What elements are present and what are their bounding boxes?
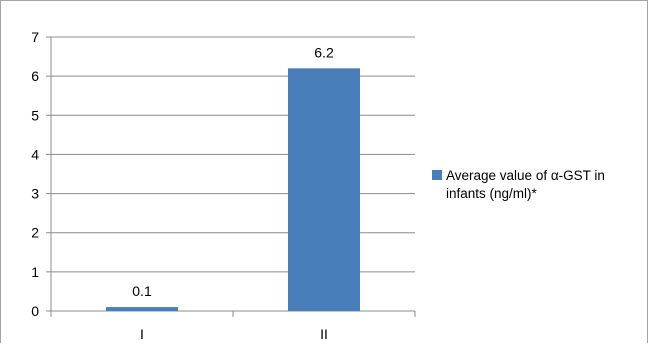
y-tick-label-7: 7 (31, 29, 39, 45)
data-label-I: 0.1 (132, 283, 152, 299)
labels: I 0.1 II 6.2 (132, 44, 334, 342)
legend-label-line-1: Average value of α-GST in (446, 168, 605, 183)
y-tick-label-5: 5 (31, 107, 39, 123)
y-tick-label-4: 4 (31, 146, 39, 162)
y-tick-label-0: 0 (31, 303, 39, 319)
gridlines (51, 36, 415, 273)
x-tick-label-II: II (320, 326, 328, 342)
legend-swatch (432, 170, 442, 180)
bar-II (288, 68, 360, 311)
data-label-II: 6.2 (314, 44, 334, 60)
y-tick-label-3: 3 (31, 186, 39, 202)
x-tick-label-I: I (140, 326, 144, 342)
bar-I (106, 307, 178, 311)
legend: Average value of α-GST in infants (ng/ml)… (432, 168, 605, 201)
y-tick-label-1: 1 (31, 264, 39, 280)
y-tick-label-2: 2 (31, 225, 39, 241)
y-tick-label-6: 6 (31, 68, 39, 84)
legend-label-line-2: infants (ng/ml)* (446, 186, 538, 201)
bars (106, 68, 360, 311)
